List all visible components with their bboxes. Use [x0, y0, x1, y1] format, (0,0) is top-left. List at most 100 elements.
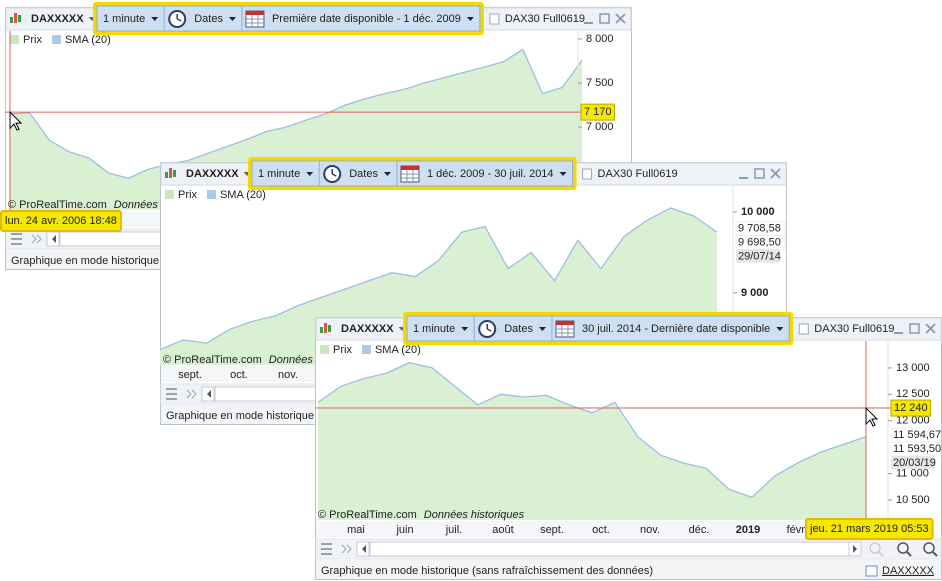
y-tick-label: 9 000	[741, 287, 769, 299]
dropdown-arrow	[466, 17, 474, 21]
dropdown-arrow	[228, 17, 236, 21]
scroll-track[interactable]	[369, 541, 858, 557]
maximize-button[interactable]	[599, 13, 610, 24]
watermark-source: © ProRealTime.com	[318, 509, 417, 521]
range-selector[interactable]: 30 juil. 2014 - Dernière date disponible	[582, 323, 770, 335]
zoom-button[interactable]	[869, 542, 881, 554]
cursor-date-label: lun. 24 avr. 2006 18:48	[5, 215, 117, 227]
y-tick-label: 12 000	[896, 415, 930, 427]
close-button[interactable]	[925, 323, 936, 334]
menu-icon[interactable]	[321, 543, 332, 555]
calendar-grid	[400, 170, 419, 182]
quote-tag	[735, 235, 786, 251]
symbol-selector[interactable]: DAXXXXX	[186, 168, 239, 180]
dropdown-arrow	[306, 172, 314, 176]
legend-swatch	[206, 190, 216, 199]
calendar-header	[555, 321, 574, 325]
x-tick-label: déc.	[689, 524, 710, 536]
x-tick-label: févr.	[787, 524, 808, 536]
x-tick-label: sept.	[540, 524, 564, 536]
legend-label: Prix	[23, 34, 42, 46]
scroll-left-arrow	[52, 235, 56, 243]
app-icon	[10, 13, 21, 23]
dropdown-arrow	[776, 327, 784, 331]
y-tick-label: 12 500	[896, 388, 930, 400]
app-icon	[165, 168, 176, 178]
legend-swatch	[165, 190, 174, 199]
calendar-grid	[555, 325, 574, 337]
period-selector[interactable]: 1 minute	[258, 168, 300, 180]
window-title: DAX30 Full0619	[598, 168, 678, 180]
cursor-price-tag	[580, 103, 616, 121]
mode-selector[interactable]: Dates	[349, 168, 378, 180]
x-tick-label: 2019	[736, 524, 760, 536]
mode-selector[interactable]: Dates	[504, 323, 533, 335]
menu-icon[interactable]	[11, 233, 22, 245]
x-tick-label: oct.	[230, 369, 248, 381]
maximize-button[interactable]	[754, 168, 765, 179]
maximize-button[interactable]	[909, 323, 920, 334]
quote-label: 11 593,50	[893, 443, 941, 455]
quote-date: 20/03/19	[893, 457, 936, 469]
cursor-date-tag	[0, 210, 122, 232]
zoom-handle	[932, 551, 938, 557]
toolbar-group	[96, 5, 481, 32]
symbol-selector[interactable]: DAXXXXX	[31, 13, 84, 25]
watermark-source: © ProRealTime.com	[163, 354, 262, 366]
link-icon	[865, 565, 878, 577]
range-selector[interactable]: Première date disponible - 1 déc. 2009	[272, 13, 461, 25]
expand-icon[interactable]	[31, 234, 42, 244]
dropdown-arrow	[538, 327, 546, 331]
x-tick-label: août	[492, 524, 513, 536]
legend-swatch	[51, 35, 61, 44]
zoom-button[interactable]	[923, 542, 935, 554]
window-title: DAX30 Full0619	[814, 323, 894, 335]
legend-label: SMA (20)	[220, 189, 266, 201]
x-tick-label: juil.	[445, 524, 463, 536]
info-icon	[582, 168, 593, 180]
calendar-grid	[245, 15, 264, 27]
cursor-price-label: 7 170	[584, 106, 612, 118]
price-line	[9, 48, 583, 179]
mouse-pointer	[865, 406, 879, 427]
info-icon	[489, 13, 500, 25]
x-axis-band	[316, 521, 888, 537]
price-line	[159, 207, 718, 351]
app-icon	[320, 323, 331, 333]
close-button[interactable]	[615, 13, 626, 24]
quote-date: 29/07/14	[738, 250, 781, 262]
status-link[interactable]: DAXXXXX	[882, 565, 935, 577]
clock-hands	[486, 324, 492, 332]
status-bar	[316, 560, 941, 579]
y-tick-label: 13 000	[896, 362, 930, 374]
period-selector[interactable]: 1 minute	[103, 13, 145, 25]
cursor-price-label: 12 240	[894, 402, 928, 414]
status-text: Graphique en mode historique (sans rafra…	[321, 565, 653, 577]
chart-window: DAXXXXX 1 minute Dates 30 juil. 2014 - Dern…	[315, 312, 942, 580]
symbol-selector[interactable]: DAXXXXX	[341, 323, 394, 335]
watermark-note: Données historiques	[424, 509, 525, 521]
range-selector[interactable]: 1 déc. 2009 - 30 juil. 2014	[427, 168, 554, 180]
quote-date-tag	[891, 456, 935, 470]
legend-label: SMA (20)	[375, 344, 421, 356]
legend-swatch	[361, 345, 371, 354]
expand-icon[interactable]	[186, 389, 197, 399]
calendar-header	[245, 11, 264, 15]
clock-hands	[331, 169, 337, 177]
expand-icon[interactable]	[341, 544, 352, 554]
close-button[interactable]	[770, 168, 781, 179]
y-tick-label: 8 000	[586, 33, 614, 45]
quote-date-tag	[736, 249, 780, 263]
menu-icon[interactable]	[166, 388, 177, 400]
legend-label: Prix	[333, 344, 352, 356]
y-tick-label: 11 000	[896, 467, 929, 479]
scroll-left-arrow	[362, 545, 366, 553]
mouse-pointer	[9, 110, 23, 131]
period-selector[interactable]: 1 minute	[413, 323, 455, 335]
dropdown-arrow	[461, 327, 469, 331]
mode-selector[interactable]: Dates	[194, 13, 223, 25]
y-tick-label: 7 500	[586, 77, 614, 89]
toolbar-group	[406, 315, 790, 342]
zoom-button[interactable]	[897, 542, 909, 554]
clock-hands	[176, 14, 182, 22]
